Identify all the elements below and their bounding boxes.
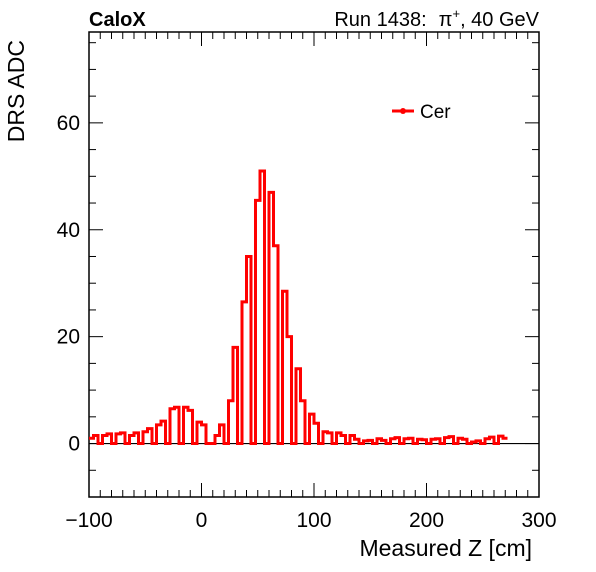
particle-label: π	[439, 9, 453, 31]
y-tick-label: 40	[57, 219, 80, 242]
run-info: Run 1438: π+, 40 GeV	[334, 6, 539, 31]
y-tick-label: 0	[68, 433, 80, 456]
axis-ticks	[88, 32, 540, 498]
x-tick-labels: −100 0 100 200 300	[65, 509, 556, 532]
x-tick-label: −100	[65, 509, 112, 532]
x-axis-label: Measured Z [cm]	[359, 535, 532, 561]
energy-label: , 40 GeV	[460, 9, 540, 31]
x-tick-label: 0	[196, 509, 208, 532]
y-tick-label: 20	[57, 326, 80, 349]
legend: Cer	[392, 102, 451, 123]
y-axis-label: DRS ADC	[3, 40, 29, 142]
run-label: Run 1438:	[334, 9, 426, 31]
legend-label-cer: Cer	[420, 102, 451, 123]
y-tick-labels: 0 20 40 60	[57, 112, 80, 456]
x-tick-label: 300	[521, 509, 556, 532]
legend-marker-cer	[400, 108, 406, 114]
series-line-cer	[89, 169, 508, 446]
x-tick-label: 100	[296, 509, 331, 532]
y-tick-label: 60	[57, 112, 80, 135]
particle-charge: +	[452, 6, 460, 21]
x-tick-label: 200	[409, 509, 444, 532]
experiment-label: CaloX	[89, 9, 146, 31]
